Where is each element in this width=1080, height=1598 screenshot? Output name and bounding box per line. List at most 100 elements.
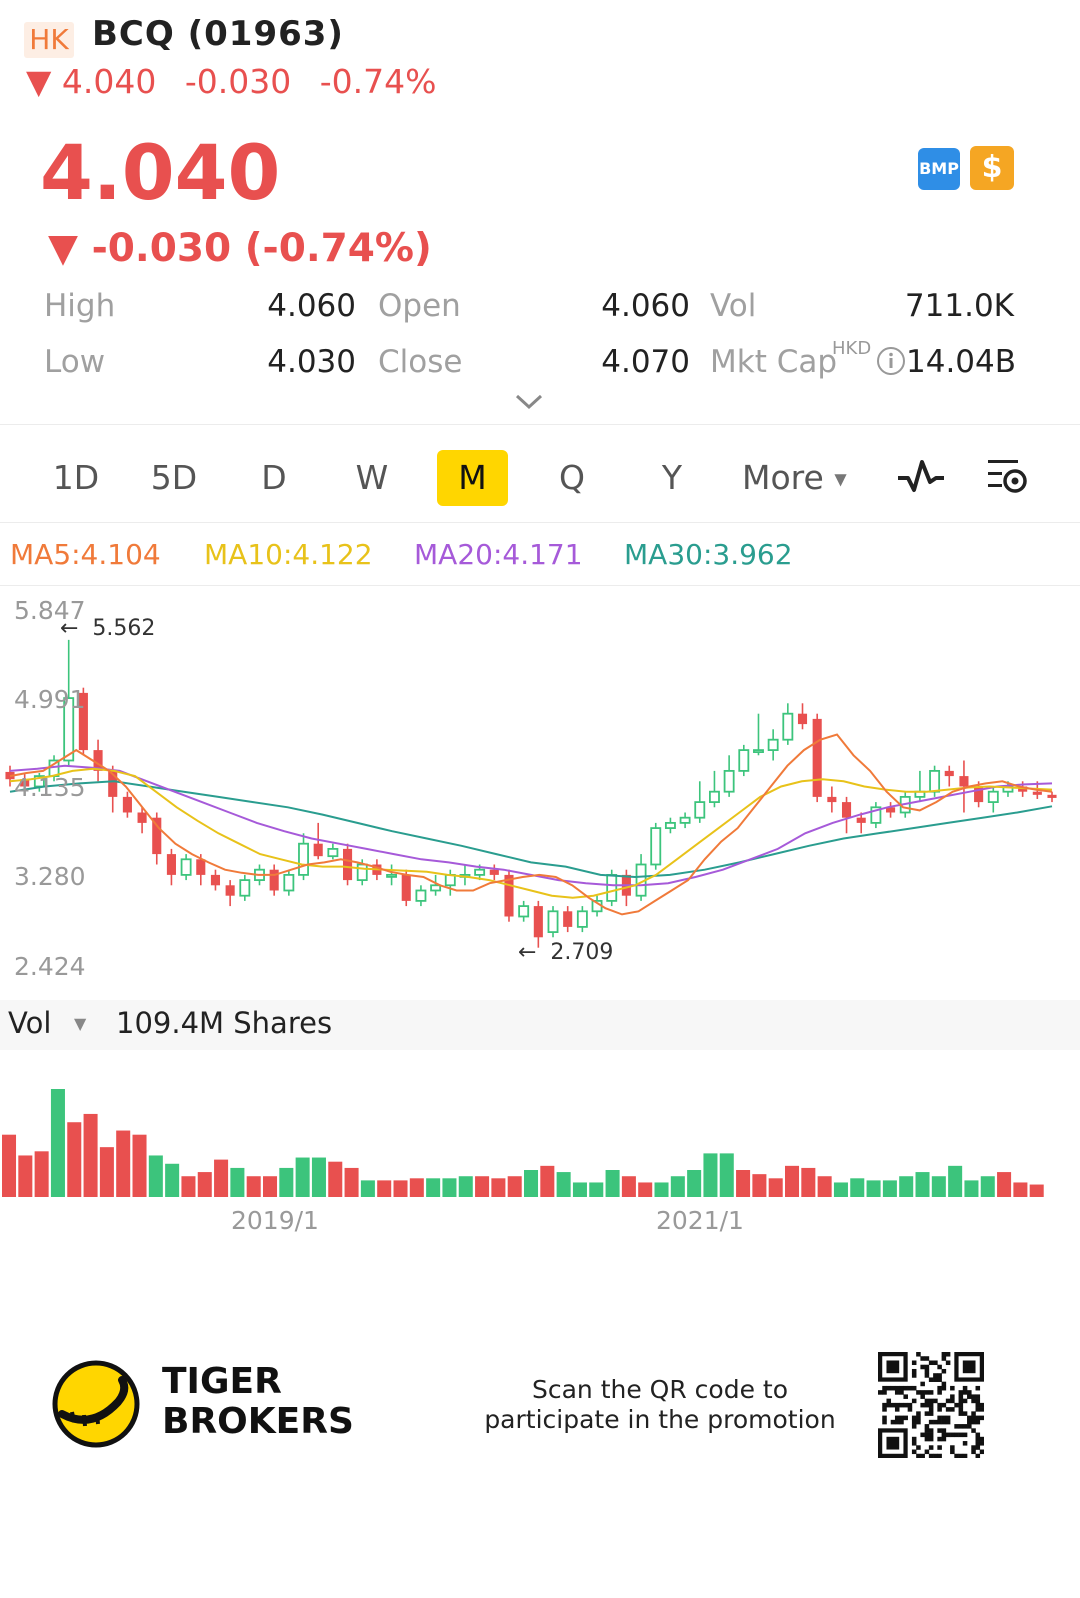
chart-settings-icon[interactable]	[984, 454, 1030, 498]
expand-chevron-icon[interactable]	[514, 392, 544, 412]
qr-module	[945, 1398, 951, 1404]
tab-5d[interactable]: 5D	[150, 458, 198, 497]
candle-down	[974, 786, 984, 803]
qr-module	[924, 1428, 930, 1433]
qr-module	[941, 1415, 947, 1421]
qr-module	[899, 1385, 904, 1391]
qr-module	[920, 1364, 925, 1370]
candle-up	[753, 749, 764, 753]
tab-d[interactable]: D	[261, 458, 287, 497]
vol-value: 711.0K	[904, 288, 1014, 324]
qr-module	[975, 1407, 981, 1412]
qr-module	[890, 1402, 896, 1408]
qr-module	[975, 1453, 981, 1458]
qr-module	[924, 1373, 930, 1378]
qr-module	[933, 1377, 938, 1382]
candlestick-chart[interactable]	[0, 586, 1080, 996]
candle-up	[606, 873, 618, 902]
dropdown-caret-icon: ▼	[834, 469, 847, 489]
indicator-icon[interactable]	[896, 456, 946, 496]
qr-module	[886, 1402, 892, 1408]
qr-module	[979, 1402, 984, 1408]
tab-y[interactable]: Y	[661, 458, 683, 497]
candle-up	[415, 889, 427, 902]
volume-bar-down	[785, 1165, 800, 1197]
qr-module	[958, 1402, 964, 1408]
candle-down	[533, 906, 543, 938]
qr-module	[962, 1424, 968, 1429]
qr-module	[962, 1432, 968, 1438]
bmp-badge[interactable]: BMP	[918, 148, 960, 190]
qr-module	[954, 1424, 959, 1429]
qr-module	[941, 1368, 947, 1374]
candle-up	[709, 790, 720, 803]
qr-module	[924, 1356, 930, 1361]
qr-module	[928, 1360, 934, 1366]
qr-module	[886, 1385, 892, 1391]
qr-module	[941, 1352, 947, 1357]
tab-m[interactable]: M	[437, 450, 508, 506]
x-tick: 2019/1	[231, 1206, 319, 1235]
qr-module	[967, 1419, 972, 1425]
qr-module	[954, 1453, 959, 1458]
divider	[0, 585, 1080, 586]
more-dropdown[interactable]: More ▼	[742, 450, 854, 506]
qr-module	[911, 1368, 917, 1374]
volume-bar-down	[344, 1167, 359, 1197]
candle-up	[650, 827, 662, 866]
qr-module	[954, 1402, 959, 1408]
volume-bar-up	[850, 1178, 865, 1197]
dropdown-caret-icon[interactable]: ▼	[74, 1014, 87, 1033]
qr-module	[945, 1415, 951, 1421]
qr-module	[950, 1398, 955, 1404]
volume-chart[interactable]	[0, 1060, 1080, 1200]
qr-code-icon[interactable]	[878, 1352, 984, 1458]
volume-bar-down	[99, 1147, 114, 1197]
qr-module	[958, 1411, 964, 1416]
qr-module	[937, 1373, 942, 1378]
candle-up	[576, 910, 588, 928]
qr-module	[941, 1402, 947, 1408]
volume-bar-up	[230, 1167, 245, 1197]
qr-module	[937, 1377, 942, 1382]
candle-up	[547, 910, 559, 933]
tab-w[interactable]: W	[355, 458, 389, 497]
qr-module	[941, 1436, 947, 1442]
volume-bar-down	[540, 1165, 555, 1197]
qr-module	[962, 1385, 968, 1391]
open-value: 4.060	[601, 288, 690, 324]
vol-panel-label[interactable]: Vol	[8, 1006, 52, 1040]
qr-module	[979, 1436, 984, 1442]
left-arrow-icon: ←	[518, 940, 551, 965]
qr-module	[928, 1402, 934, 1408]
qr-module	[916, 1352, 921, 1357]
qr-module	[878, 1390, 883, 1395]
volume-bar-down	[377, 1180, 392, 1197]
candle-up	[356, 863, 368, 881]
volume-bar-down	[491, 1178, 506, 1197]
qr-module	[924, 1424, 930, 1429]
low-marker-value: 2.709	[550, 940, 614, 965]
qr-module	[890, 1385, 896, 1391]
dollar-badge[interactable]: $	[970, 146, 1014, 190]
volume-bar-down	[67, 1122, 82, 1197]
price-change: ▼ -0.030 (-0.74%)	[48, 226, 432, 271]
brand-line-1: TIGER	[162, 1361, 282, 1402]
volume-bar-down	[507, 1176, 522, 1197]
candle-up	[929, 769, 941, 793]
info-icon[interactable]	[876, 346, 906, 376]
qr-module	[924, 1398, 930, 1404]
volume-bar-up	[605, 1170, 620, 1197]
qr-module	[911, 1398, 917, 1404]
candle-down	[20, 779, 30, 787]
qr-module	[933, 1453, 938, 1458]
qr-module	[903, 1385, 908, 1391]
candle-up	[767, 738, 779, 751]
qr-module	[975, 1441, 981, 1446]
qr-module	[975, 1402, 981, 1408]
tab-1d[interactable]: 1D	[52, 458, 100, 497]
qr-module	[924, 1368, 930, 1374]
tab-q[interactable]: Q	[559, 458, 585, 497]
qr-module	[928, 1445, 934, 1450]
qr-module	[920, 1453, 925, 1458]
